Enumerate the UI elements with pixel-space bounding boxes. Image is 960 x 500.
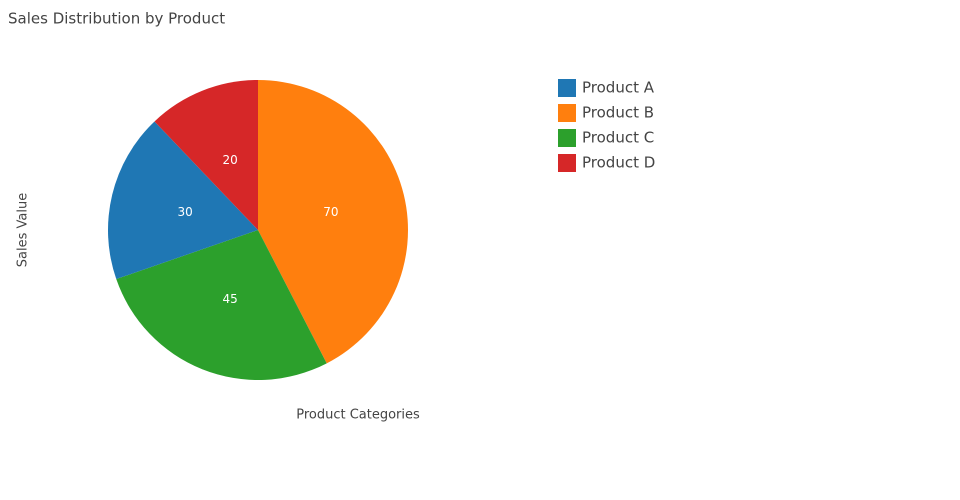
legend-swatch [558,104,576,122]
slice-label: 70 [323,205,338,219]
slice-label: 20 [222,153,237,167]
pie-slice [154,80,258,230]
slice-label: 45 [222,292,237,306]
slice-label: 30 [177,205,192,219]
legend-label: Product A [582,79,655,97]
legend-swatch [558,79,576,97]
pie-slice [116,230,327,381]
y-axis-title: Sales Value [16,193,31,267]
x-axis-title: Product Categories [296,408,420,423]
legend-swatch [558,129,576,147]
legend-label: Product B [582,104,654,122]
chart-title: Sales Distribution by Product [8,10,225,28]
legend-label: Product C [582,129,654,147]
legend-swatch [558,154,576,172]
pie-slice [108,121,258,280]
pie-slice [258,80,408,364]
legend-label: Product D [582,154,655,172]
